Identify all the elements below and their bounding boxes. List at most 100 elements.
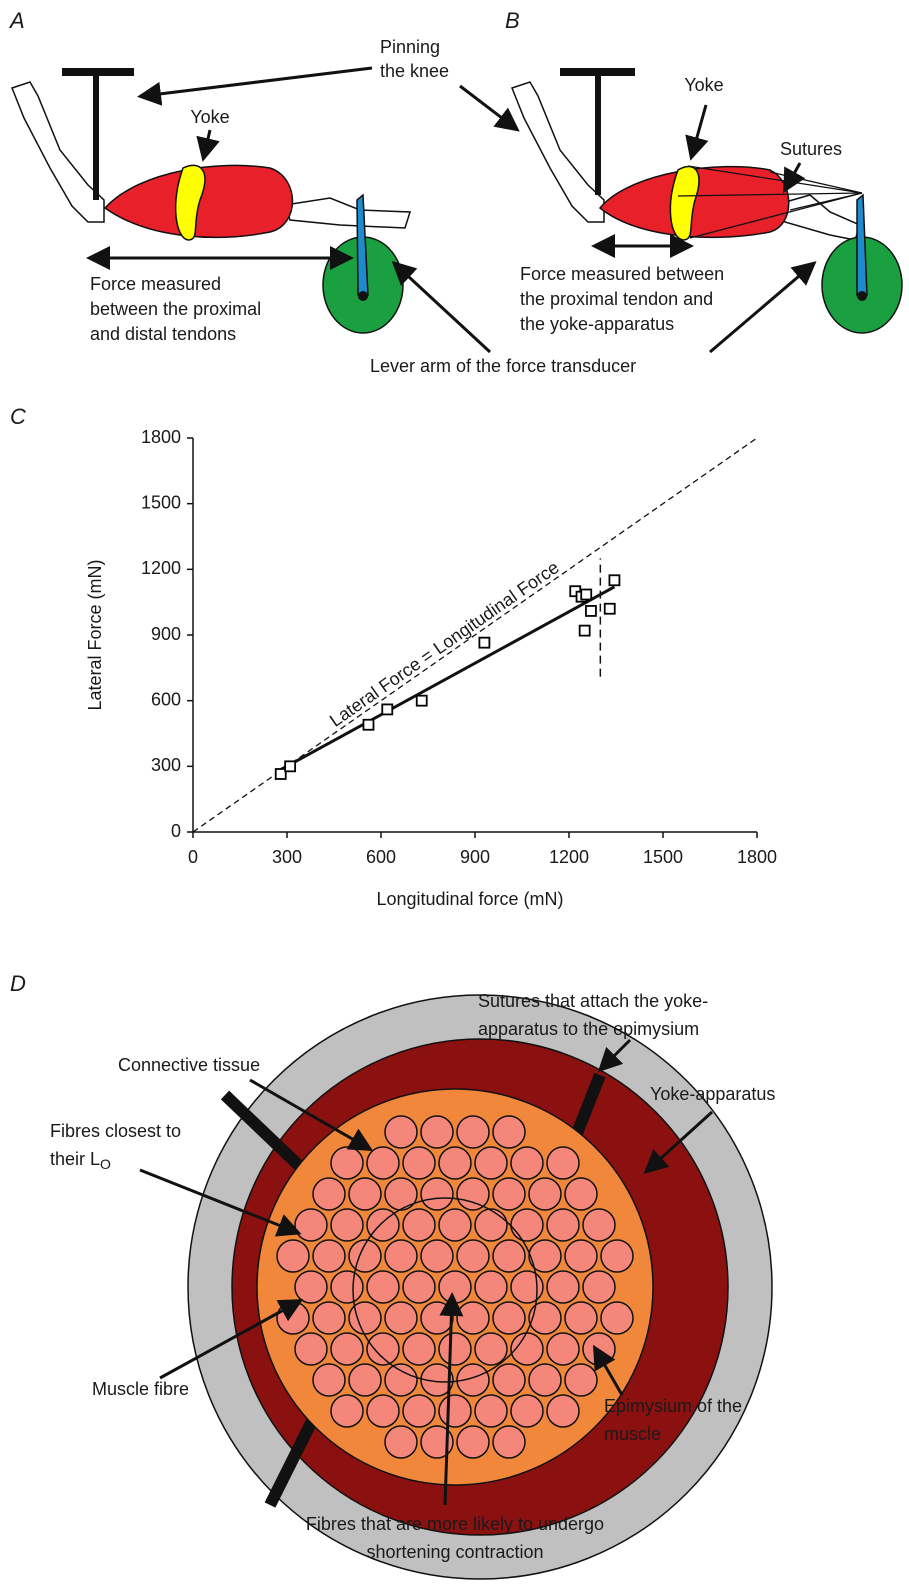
point <box>415 694 428 707</box>
yoke <box>174 164 206 241</box>
fibre <box>438 1208 472 1242</box>
fibre <box>546 1270 580 1304</box>
fibre <box>546 1208 580 1242</box>
arrow <box>709 261 817 354</box>
point <box>362 718 375 731</box>
arrows <box>139 1038 714 1506</box>
label: Yoke-apparatus <box>650 1084 775 1104</box>
label: Epimysium of the <box>604 1396 742 1416</box>
pivot <box>857 291 867 301</box>
fibre <box>492 1363 526 1397</box>
fibre <box>420 1177 454 1211</box>
x-tick-label: 0 <box>188 847 198 867</box>
fibre <box>294 1270 328 1304</box>
label: Sutures <box>780 139 842 159</box>
fibre <box>528 1239 562 1273</box>
point <box>608 574 621 587</box>
fibre <box>312 1177 346 1211</box>
fibre <box>402 1146 436 1180</box>
fibre <box>492 1115 526 1149</box>
x-tick-label: 1800 <box>737 847 777 867</box>
fibre <box>420 1301 454 1335</box>
fibre <box>348 1363 382 1397</box>
x-tick-label: 1500 <box>643 847 683 867</box>
fibre <box>456 1239 490 1273</box>
fibre <box>546 1394 580 1428</box>
arrow <box>196 129 220 162</box>
panel-label: B <box>505 8 520 33</box>
fibre <box>456 1363 490 1397</box>
x-tick-label: 1200 <box>549 847 589 867</box>
fibre <box>384 1301 418 1335</box>
point <box>478 636 491 649</box>
fibre <box>330 1146 364 1180</box>
fibre <box>366 1394 400 1428</box>
fibre <box>528 1301 562 1335</box>
fibre <box>474 1208 508 1242</box>
x-axis-title: Longitudinal force (mN) <box>376 889 563 909</box>
label: Connective tissue <box>118 1055 260 1075</box>
panel-label: D <box>10 971 26 996</box>
fibre <box>330 1208 364 1242</box>
inner-region <box>352 1197 538 1383</box>
fibre <box>600 1301 634 1335</box>
fibre <box>402 1270 436 1304</box>
label: Fibres closest to <box>50 1121 181 1141</box>
fibre <box>474 1146 508 1180</box>
fibre <box>366 1332 400 1366</box>
fibre <box>384 1177 418 1211</box>
y-tick-label: 300 <box>151 755 181 775</box>
fibre <box>402 1332 436 1366</box>
yoke <box>669 165 700 241</box>
label: and distal tendons <box>90 324 236 344</box>
label: their LO <box>50 1149 111 1172</box>
femur <box>11 81 105 223</box>
fibre <box>510 1208 544 1242</box>
y-tick-label: 600 <box>151 689 181 709</box>
fibre <box>528 1177 562 1211</box>
fibre <box>528 1363 562 1397</box>
pin <box>595 70 601 195</box>
sutures <box>677 165 863 239</box>
fibre <box>582 1208 616 1242</box>
fibre <box>420 1115 454 1149</box>
fibre <box>564 1177 598 1211</box>
fibre <box>546 1332 580 1366</box>
point <box>580 588 593 601</box>
arrow <box>783 162 806 194</box>
label: their L <box>50 1149 100 1169</box>
fibre <box>366 1146 400 1180</box>
fibre <box>366 1208 400 1242</box>
label: Muscle fibre <box>92 1379 189 1399</box>
fibre <box>420 1239 454 1273</box>
fibre <box>294 1208 328 1242</box>
fibre <box>330 1394 364 1428</box>
fibre <box>510 1146 544 1180</box>
label: muscle <box>604 1424 661 1444</box>
y-tick-label: 0 <box>171 821 181 841</box>
label: shortening contraction <box>366 1542 543 1562</box>
femur <box>511 81 605 223</box>
fibres <box>276 1115 634 1459</box>
fibre <box>582 1270 616 1304</box>
point <box>578 624 591 637</box>
tendon <box>284 197 412 229</box>
fibre <box>384 1115 418 1149</box>
fibre <box>366 1270 400 1304</box>
label: Yoke <box>684 75 723 95</box>
x-tick-label: 900 <box>460 847 490 867</box>
arrow <box>391 260 492 354</box>
fibre <box>474 1332 508 1366</box>
panel-a: A Yoke Force measured between the proxim… <box>8 8 520 344</box>
fibre <box>582 1332 616 1366</box>
label: Fibres that are more likely to undergo <box>306 1514 604 1534</box>
fibre <box>456 1425 490 1459</box>
fibre <box>492 1301 526 1335</box>
y-axis-title: Lateral Force (mN) <box>85 559 105 710</box>
label: Force measured between <box>520 264 724 284</box>
y-tick-label: 1800 <box>141 427 181 447</box>
point <box>585 605 597 617</box>
fibre <box>564 1301 598 1335</box>
fibre <box>456 1115 490 1149</box>
